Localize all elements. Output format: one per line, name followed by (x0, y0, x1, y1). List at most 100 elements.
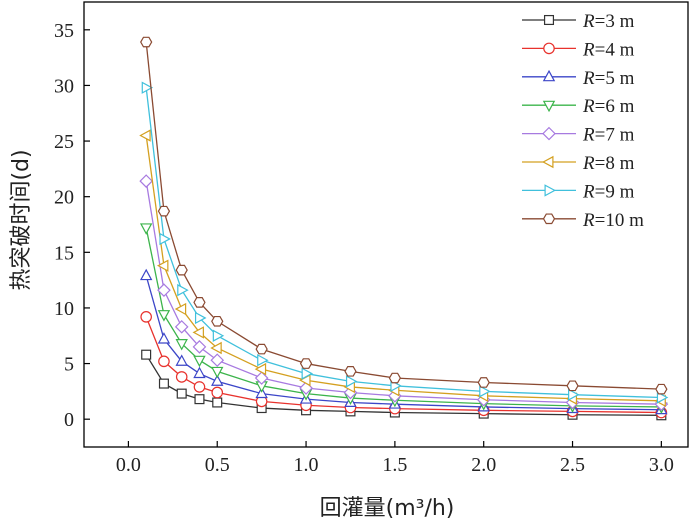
legend-label: R=10 m (582, 210, 644, 231)
plot-frame (83, 1, 689, 448)
legend-label: R=9 m (582, 181, 635, 202)
y-tick-label: 10 (54, 298, 74, 320)
data-point (157, 332, 171, 344)
data-point (177, 283, 189, 297)
legend-item: R=3 m (522, 11, 635, 32)
data-point (192, 326, 204, 339)
legend-marker (542, 100, 556, 113)
legend-item: R=7 m (522, 125, 635, 146)
data-point (568, 388, 580, 401)
y-tick-label: 20 (54, 187, 74, 209)
legend-item: R=8 m (522, 153, 635, 174)
x-tick-label: 3.0 (649, 454, 674, 476)
y-tick-label: 30 (54, 75, 74, 97)
data-point (194, 311, 207, 325)
data-point (211, 315, 224, 327)
legend-label: R=8 m (582, 153, 635, 174)
series-r-4-m (140, 311, 668, 419)
x-tick-label: 2.5 (560, 454, 585, 476)
data-point (175, 371, 188, 383)
data-point (174, 302, 187, 316)
data-point (140, 36, 153, 48)
y-tick-label: 15 (54, 242, 74, 264)
legend-marker (543, 14, 555, 26)
y-tick-label: 35 (54, 20, 74, 42)
data-point (193, 366, 206, 379)
data-point (141, 349, 152, 360)
data-point (210, 341, 222, 355)
legend-label: R=3 m (582, 11, 635, 32)
series-r-8-m (139, 129, 666, 408)
legend-label: R=7 m (582, 125, 635, 146)
series-line (145, 316, 662, 414)
data-point (212, 397, 223, 408)
legend-marker (542, 155, 554, 169)
legend-item: R=10 m (522, 210, 644, 231)
data-point (176, 388, 187, 399)
x-tick-label: 1.5 (382, 454, 407, 476)
data-point (211, 366, 224, 379)
data-point (139, 129, 151, 142)
data-point (175, 264, 188, 276)
legend-marker (542, 213, 556, 225)
legend: R=3 m R=4 m R=5 m R=6 m R=7 m R=8 m R=9 m R=10 … (522, 11, 644, 231)
data-point (211, 374, 224, 386)
data-point (157, 283, 171, 297)
data-point (193, 355, 206, 368)
data-point (566, 380, 579, 392)
data-point (141, 81, 154, 94)
data-point (139, 223, 153, 235)
data-point (157, 205, 171, 217)
data-point (175, 339, 188, 351)
data-point (301, 367, 314, 380)
x-tick-label: 2.0 (471, 454, 496, 476)
legend-item: R=4 m (522, 39, 635, 60)
data-point (139, 174, 154, 188)
series-line (145, 41, 662, 390)
data-point (193, 297, 206, 308)
data-point (212, 329, 225, 342)
data-point (255, 343, 268, 355)
y-tick-label: 25 (54, 131, 74, 153)
legend-item: R=6 m (522, 96, 635, 117)
data-point (174, 320, 189, 334)
x-tick-label: 0.0 (116, 454, 141, 476)
data-point (345, 375, 358, 388)
legend-marker (542, 126, 556, 141)
series-line (145, 181, 662, 405)
data-point (477, 377, 490, 388)
y-axis-title: 热突破时间(d) (9, 149, 34, 290)
legend-marker (543, 42, 555, 55)
data-point (157, 310, 171, 322)
legend-item: R=5 m (522, 68, 635, 89)
data-point (156, 259, 169, 272)
series-line (145, 227, 662, 408)
legend-marker (542, 69, 556, 82)
series-line (145, 275, 662, 411)
plot-area (139, 36, 669, 421)
data-point (257, 354, 269, 367)
data-point (175, 354, 188, 366)
legend-label: R=5 m (582, 68, 635, 89)
legend-label: R=4 m (582, 39, 635, 60)
x-tick-label: 1.0 (294, 454, 319, 476)
data-point (344, 366, 357, 377)
data-point (159, 232, 171, 246)
data-point (656, 391, 669, 404)
data-point (192, 340, 207, 354)
data-point (158, 378, 169, 389)
x-tick-label: 0.5 (205, 454, 230, 476)
series-r-10-m (140, 36, 668, 395)
data-point (211, 386, 224, 399)
series-r-7-m (139, 174, 669, 411)
data-point (210, 353, 225, 368)
data-point (299, 358, 313, 369)
data-point (254, 362, 267, 376)
data-point (388, 372, 402, 384)
data-point (254, 371, 269, 385)
data-point (194, 394, 205, 405)
series-line (145, 87, 662, 399)
series-line (145, 135, 662, 402)
data-point (655, 383, 668, 395)
